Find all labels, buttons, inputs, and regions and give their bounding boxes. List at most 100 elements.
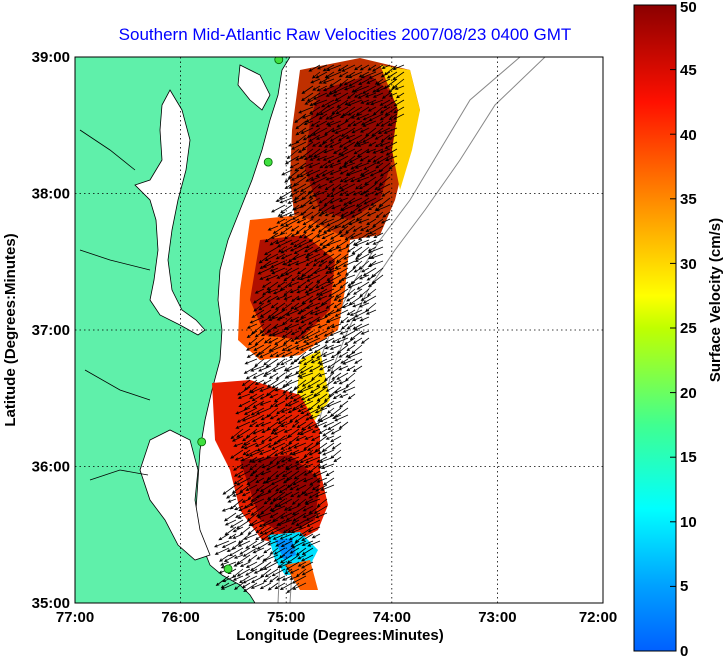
velocity-arrow (315, 120, 328, 128)
velocity-arrow (296, 491, 307, 498)
velocity-arrow (277, 414, 293, 425)
velocity-arrow (245, 484, 258, 491)
velocity-arrow (321, 379, 335, 389)
velocity-arrow (291, 540, 307, 549)
velocity-arrow (340, 323, 349, 330)
velocity-arrow (262, 519, 279, 527)
velocity-arrow (317, 449, 328, 455)
velocity-arrow (362, 295, 377, 304)
velocity-arrow (291, 211, 307, 220)
velocity-arrow (300, 127, 314, 134)
velocity-arrow (250, 365, 265, 372)
colorbar-tick-label: 35 (680, 191, 697, 208)
velocity-arrow (371, 127, 384, 137)
velocity-arrow (374, 78, 384, 85)
velocity-arrow (365, 148, 377, 154)
velocity-arrow (277, 211, 286, 217)
velocity-arrow (360, 120, 370, 126)
velocity-arrow (306, 92, 321, 102)
velocity-arrow (325, 92, 335, 97)
velocity-arrow (355, 211, 370, 221)
velocity-arrow (340, 183, 356, 192)
velocity-arrow (266, 295, 279, 303)
colorbar-tick-label: 30 (680, 256, 697, 273)
velocity-arrow (272, 365, 286, 372)
velocity-arrow (297, 498, 307, 507)
velocity-arrow (242, 449, 251, 456)
velocity-arrow (264, 253, 279, 262)
velocity-arrow (309, 477, 321, 486)
velocity-arrow (307, 526, 321, 533)
velocity-arrow (285, 379, 300, 386)
velocity-arrow (360, 337, 370, 344)
velocity-arrow (263, 246, 279, 256)
y-tick-label: 37:00 (32, 322, 70, 339)
velocity-arrow (385, 155, 398, 162)
velocity-arrow (323, 225, 335, 234)
velocity-arrow (334, 127, 349, 134)
velocity-arrow (303, 225, 314, 234)
velocity-arrow (297, 148, 307, 153)
velocity-arrow (254, 379, 265, 385)
velocity-arrow (308, 162, 321, 168)
velocity-arrow (259, 386, 272, 392)
velocity-arrow (269, 512, 279, 518)
velocity-arrow (323, 148, 335, 154)
velocity-arrow (295, 519, 307, 527)
velocity-arrow (356, 281, 370, 290)
velocity-arrow (312, 127, 328, 136)
velocity-arrow (331, 183, 342, 191)
velocity-arrow (335, 288, 349, 298)
x-tick-label: 77:00 (56, 609, 94, 626)
velocity-arrow (342, 141, 356, 150)
velocity-arrow (331, 127, 342, 133)
velocity-arrow (347, 106, 363, 116)
velocity-arrow (303, 442, 314, 451)
velocity-arrow (281, 330, 293, 339)
velocity-arrow (327, 274, 342, 283)
velocity-arrow (368, 71, 384, 79)
velocity-arrow (334, 92, 349, 101)
velocity-arrow (364, 176, 377, 186)
velocity-arrow (331, 204, 342, 210)
velocity-arrow (248, 456, 258, 463)
velocity-arrow (338, 421, 349, 430)
velocity-arrow (348, 71, 363, 79)
velocity-arrow (365, 225, 377, 233)
velocity-arrow (322, 64, 335, 72)
velocity-arrow (335, 253, 349, 263)
velocity-arrow (336, 372, 349, 380)
velocity-arrow (318, 463, 328, 469)
velocity-arrow (348, 78, 363, 87)
velocity-arrow (261, 281, 272, 288)
velocity-arrow (366, 218, 377, 226)
velocity-arrow (235, 421, 251, 429)
velocity-arrow (352, 225, 363, 232)
velocity-arrow (290, 519, 300, 525)
velocity-arrow (243, 582, 258, 592)
velocity-arrow (365, 99, 377, 105)
velocity-arrow (316, 379, 328, 388)
velocity-arrow (287, 526, 300, 533)
velocity-arrow (299, 274, 314, 281)
velocity-arrow (275, 239, 286, 245)
velocity-arrow (380, 134, 391, 143)
velocity-arrow (276, 274, 286, 279)
velocity-arrow (383, 99, 398, 109)
velocity-arrow (358, 218, 370, 224)
velocity-arrow (352, 323, 363, 330)
velocity-arrow (376, 155, 391, 164)
velocity-arrow (346, 316, 356, 323)
velocity-arrow (259, 274, 272, 280)
velocity-arrow (253, 344, 265, 351)
velocity-arrow (274, 400, 286, 407)
velocity-arrow (300, 554, 314, 562)
velocity-arrow (339, 330, 349, 335)
velocity-arrow (292, 512, 307, 522)
velocity-arrow (275, 351, 286, 357)
velocity-arrow (306, 519, 321, 527)
velocity-arrow (369, 169, 384, 177)
velocity-arrow (267, 225, 279, 231)
velocity-arrow (327, 155, 342, 163)
velocity-arrow (292, 582, 307, 590)
